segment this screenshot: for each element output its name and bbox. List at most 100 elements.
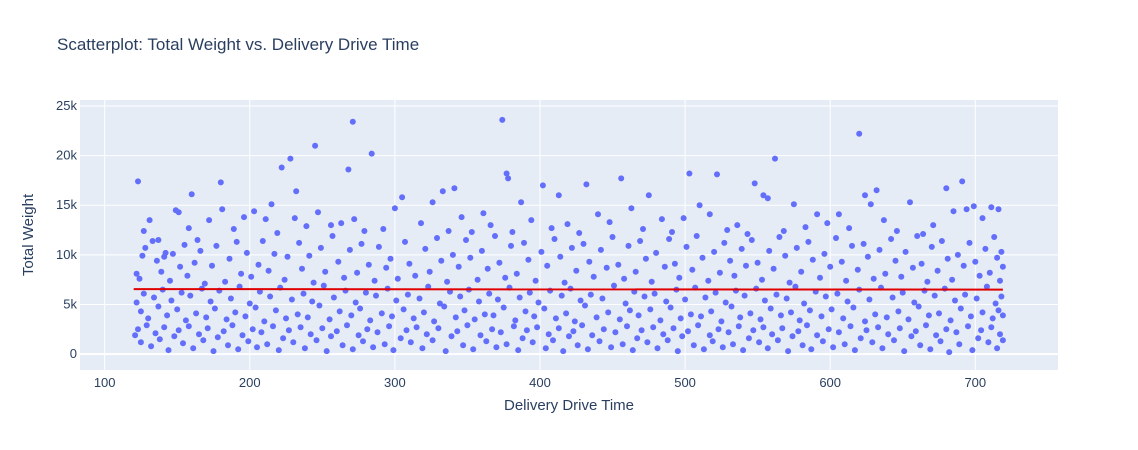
data-point [348,312,355,319]
data-point [555,325,562,332]
data-point [423,331,430,338]
data-point [329,233,336,239]
data-point [606,219,613,226]
data-point [474,276,481,283]
data-point [883,314,890,321]
data-point [957,305,964,312]
data-point [444,278,451,285]
data-point [185,323,192,330]
data-point [994,345,1001,352]
data-point [571,318,578,325]
data-point [188,191,195,198]
data-point [950,208,957,215]
data-point [879,345,886,352]
data-point [467,254,474,261]
y-tick-label: 20k [56,148,77,163]
data-point [997,331,1003,338]
data-point [582,302,588,309]
data-point [772,155,778,162]
data-point [338,220,345,227]
data-point [908,333,915,340]
data-point [892,257,899,264]
data-point [579,322,586,329]
data-point [580,240,587,247]
data-point [943,326,950,333]
data-point [975,335,982,342]
data-point [954,251,961,258]
data-point [301,345,308,352]
data-point [230,226,237,232]
data-point [242,313,249,320]
data-point [519,335,526,342]
data-point [227,295,234,302]
data-point [882,270,889,277]
data-point [193,310,200,317]
data-point [378,310,385,317]
data-point [808,346,815,353]
data-point [196,331,202,338]
data-point [862,318,868,325]
data-point [200,337,207,344]
data-point [265,267,272,274]
data-point [551,236,558,242]
data-point [429,337,436,344]
data-point [357,305,364,312]
data-point [400,306,407,313]
data-point [702,294,709,301]
data-point [952,297,958,304]
data-point [236,283,243,290]
data-point [381,341,388,348]
data-point [978,327,985,334]
data-point [442,348,449,355]
data-point [849,242,855,249]
data-point [917,342,924,349]
data-point [577,297,584,304]
data-point [586,258,593,265]
data-point [628,205,635,212]
data-point [249,326,256,333]
data-point [175,209,182,216]
data-point [211,305,218,312]
data-point [297,324,304,331]
data-point [992,300,999,307]
data-point [309,298,316,305]
data-point [489,326,496,333]
data-point [583,181,590,188]
data-point [989,315,996,322]
data-point [593,314,600,321]
data-point [667,304,674,311]
data-point [349,118,356,125]
data-point [719,344,726,351]
data-point [223,316,230,323]
data-point [953,329,960,336]
data-point [821,250,828,257]
data-point [139,252,146,259]
data-point [889,294,896,301]
data-point [795,328,802,335]
data-point [238,270,245,277]
data-point [706,211,713,218]
data-point [478,247,485,254]
data-point [946,349,953,356]
data-point [217,179,224,186]
data-point [544,262,551,269]
data-point [370,344,377,351]
data-point [364,326,371,333]
data-point [644,339,651,346]
data-point [799,342,806,349]
data-point [740,347,747,354]
data-point [304,314,311,321]
data-point [822,293,829,300]
data-point [155,303,162,310]
data-point [515,347,522,354]
data-point [568,244,575,251]
data-point [439,188,446,195]
data-point [307,331,314,338]
data-point [164,312,171,319]
data-point [618,175,625,182]
data-point [764,195,771,202]
data-point [280,335,287,342]
data-point [285,327,292,334]
data-point [973,295,980,302]
data-point [814,211,821,218]
